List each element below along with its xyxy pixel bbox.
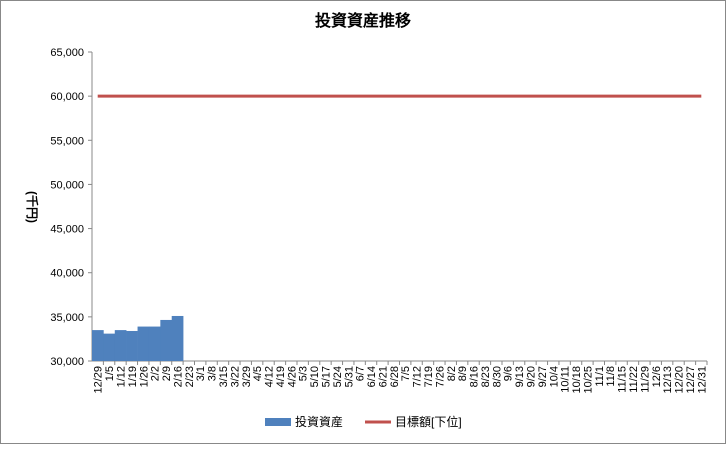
x-tick-label: 4/26 xyxy=(286,366,298,387)
x-tick-label: 6/7 xyxy=(355,366,367,381)
x-tick-label: 5/3 xyxy=(298,366,310,381)
x-tick-label: 10/11 xyxy=(560,366,572,393)
legend-swatch xyxy=(265,418,291,426)
x-tick-label: 11/15 xyxy=(617,366,629,393)
legend-label: 目標額[下位] xyxy=(395,414,462,429)
y-axis-label: (千円) xyxy=(25,191,40,223)
x-tick-label: 12/31 xyxy=(696,366,708,394)
x-tick-label: 8/2 xyxy=(446,366,458,381)
x-tick-label: 9/6 xyxy=(503,366,515,381)
y-tick-label: 50,000 xyxy=(50,179,84,191)
x-tick-label: 4/12 xyxy=(264,366,276,387)
x-tick-label: 3/29 xyxy=(241,366,253,387)
x-tick-label: 5/24 xyxy=(332,366,344,387)
bar xyxy=(126,330,138,361)
y-tick-label: 60,000 xyxy=(50,91,84,103)
y-tick-label: 35,000 xyxy=(50,312,84,324)
y-tick-label: 45,000 xyxy=(50,224,84,236)
x-tick-label: 8/23 xyxy=(480,366,492,387)
x-tick-label: 3/22 xyxy=(229,366,241,387)
x-tick-label: 3/1 xyxy=(195,366,207,381)
x-tick-label: 4/19 xyxy=(275,366,287,387)
x-tick-label: 11/1 xyxy=(594,366,606,387)
x-tick-label: 10/4 xyxy=(548,366,560,387)
x-tick-label: 7/12 xyxy=(412,366,424,387)
x-tick-label: 2/9 xyxy=(161,366,173,381)
x-tick-label: 2/2 xyxy=(150,366,162,381)
x-tick-label: 10/25 xyxy=(582,366,594,394)
x-tick-label: 9/20 xyxy=(525,366,537,387)
x-tick-label: 6/14 xyxy=(366,366,378,387)
x-tick-label: 12/6 xyxy=(651,366,663,387)
x-tick-label: 12/29 xyxy=(93,366,105,394)
chart-title: 投資資産推移 xyxy=(315,11,411,30)
x-tick-label: 5/31 xyxy=(343,366,355,387)
y-tick-label: 55,000 xyxy=(50,135,84,147)
legend-label: 投資資産 xyxy=(295,414,343,429)
y-tick-label: 30,000 xyxy=(50,356,84,368)
x-tick-label: 9/27 xyxy=(537,366,549,387)
x-tick-label: 1/19 xyxy=(127,366,139,387)
x-tick-label: 5/10 xyxy=(309,366,321,387)
bar xyxy=(171,315,184,361)
x-tick-label: 6/28 xyxy=(389,366,401,387)
bar xyxy=(137,326,150,361)
x-tick-label: 3/15 xyxy=(218,366,230,387)
y-tick-label: 65,000 xyxy=(50,47,84,59)
bar xyxy=(103,333,116,361)
x-tick-label: 9/13 xyxy=(514,366,526,387)
x-tick-label: 8/16 xyxy=(469,366,481,387)
x-tick-label: 8/30 xyxy=(491,366,503,387)
bar xyxy=(160,319,173,361)
x-tick-label: 7/5 xyxy=(400,366,412,381)
x-tick-label: 10/18 xyxy=(571,366,583,394)
x-tick-label: 1/5 xyxy=(104,366,116,381)
x-tick-label: 3/8 xyxy=(207,366,219,381)
x-tick-label: 12/13 xyxy=(662,366,674,394)
x-tick-label: 6/21 xyxy=(377,366,389,387)
bar xyxy=(148,326,161,361)
x-tick-label: 1/26 xyxy=(138,366,150,387)
bar xyxy=(92,330,104,361)
x-tick-label: 7/26 xyxy=(434,366,446,387)
x-tick-label: 5/17 xyxy=(320,366,332,387)
x-tick-label: 11/29 xyxy=(639,366,651,393)
x-tick-label: 2/16 xyxy=(172,366,184,387)
x-tick-label: 2/23 xyxy=(184,366,196,387)
x-tick-label: 12/27 xyxy=(685,366,697,394)
y-tick-label: 40,000 xyxy=(50,268,84,280)
bar xyxy=(114,330,127,361)
x-tick-label: 12/20 xyxy=(674,366,686,394)
x-tick-label: 8/9 xyxy=(457,366,469,381)
x-tick-label: 4/5 xyxy=(252,366,264,381)
x-tick-label: 11/8 xyxy=(605,366,617,387)
x-tick-label: 1/12 xyxy=(115,366,127,387)
x-tick-label: 11/22 xyxy=(628,366,640,393)
x-tick-label: 7/19 xyxy=(423,366,435,387)
